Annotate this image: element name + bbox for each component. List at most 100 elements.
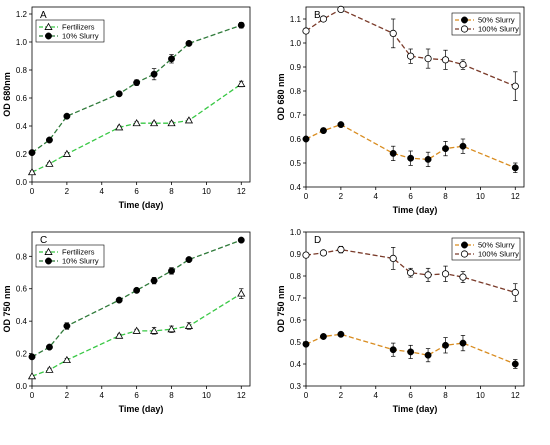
- data-point: [62, 149, 71, 157]
- data-point: [319, 249, 328, 257]
- data-point: [302, 340, 310, 348]
- x-tick-label: 4: [374, 192, 379, 201]
- x-tick-label: 6: [134, 391, 139, 400]
- plot-frame: [31, 6, 251, 183]
- x-axis-title: Time (day): [393, 404, 438, 414]
- x-tick-label: 10: [476, 192, 485, 201]
- data-point: [441, 270, 450, 278]
- data-point: [62, 355, 71, 364]
- y-tick-label: 0.6: [290, 316, 302, 325]
- legend-label: 10% Slurry: [62, 257, 99, 266]
- legend-swatch-marker: [461, 16, 468, 24]
- data-point: [63, 322, 71, 330]
- series-1: [302, 5, 519, 101]
- series-0: [302, 330, 519, 369]
- data-point: [459, 339, 467, 347]
- x-tick-label: 0: [304, 391, 309, 400]
- data-point: [459, 273, 467, 281]
- legend-swatch-marker: [44, 247, 53, 255]
- data-point: [407, 348, 415, 356]
- series-0: [302, 121, 519, 173]
- data-point: [424, 54, 432, 63]
- y-axis-title: OD 680 nm: [276, 73, 286, 120]
- x-tick-label: 12: [511, 192, 520, 201]
- panel-letter: B: [314, 10, 321, 21]
- data-point: [337, 121, 345, 129]
- y-axis-title: OD 680nm: [2, 72, 12, 117]
- y-tick-label: 0.4: [290, 183, 302, 192]
- series-line: [305, 248, 516, 294]
- data-point: [115, 296, 123, 304]
- data-point: [424, 155, 432, 163]
- data-point: [28, 149, 36, 157]
- data-point: [27, 167, 37, 176]
- x-tick-label: 12: [511, 391, 520, 400]
- data-point: [237, 79, 246, 87]
- data-point: [319, 15, 328, 23]
- y-tick-label: 0.5: [290, 338, 302, 347]
- data-point: [389, 254, 397, 262]
- legend-swatch-marker: [461, 241, 468, 249]
- data-point: [511, 288, 519, 297]
- data-point: [115, 90, 123, 98]
- data-point: [389, 29, 397, 38]
- data-point: [389, 346, 397, 354]
- y-tick-label: 0.8: [290, 272, 302, 281]
- panel-letter: D: [314, 235, 321, 246]
- y-tick-label: 0.9: [290, 63, 302, 72]
- x-axis-title: Time (day): [119, 200, 164, 210]
- data-point: [132, 326, 141, 334]
- x-tick-label: 8: [443, 192, 448, 201]
- data-point: [45, 343, 53, 351]
- x-tick-label: 4: [100, 187, 105, 196]
- y-tick-label: 0.4: [16, 317, 28, 326]
- y-axis-title: OD 750 nm: [2, 285, 12, 332]
- data-point: [389, 149, 397, 157]
- legend-label: 100% Slurry: [478, 250, 519, 259]
- y-tick-label: 1.0: [290, 228, 302, 237]
- data-point: [168, 55, 175, 63]
- legend-label: Fertilizers: [62, 23, 95, 32]
- y-tick-label: 1.2: [16, 10, 28, 19]
- data-point: [185, 39, 193, 47]
- data-point: [167, 325, 176, 333]
- x-tick-label: 2: [339, 192, 344, 201]
- y-tick-label: 0.6: [16, 94, 28, 103]
- data-point: [442, 341, 449, 349]
- x-tick-label: 8: [169, 187, 174, 196]
- x-tick-label: 10: [202, 391, 211, 400]
- data-point: [168, 267, 175, 275]
- series-1: [28, 236, 245, 361]
- data-point: [149, 326, 159, 334]
- x-tick-label: 6: [408, 391, 413, 400]
- data-point: [337, 246, 345, 254]
- data-point: [237, 21, 245, 29]
- x-tick-label: 8: [169, 391, 174, 400]
- y-tick-label: 0.4: [16, 122, 28, 131]
- series-line: [31, 293, 242, 377]
- y-axis-title: OD 750 nm: [276, 285, 286, 332]
- data-point: [302, 251, 310, 259]
- data-point: [459, 142, 467, 150]
- x-axis-title: Time (day): [119, 404, 164, 414]
- data-point: [302, 27, 310, 35]
- legend-swatch-marker: [460, 250, 469, 258]
- data-point: [511, 164, 519, 172]
- chart-panel-b: B 0 2 4 6 8 10 12 0.4 0.5 0.6 0.7 0.8 0.9 1.0 1.1 Time (…: [276, 5, 525, 215]
- series-1: [28, 21, 245, 157]
- legend-label: 50% Slurry: [478, 16, 515, 25]
- chart-panel-c: C 0 2 4 6 8 10 12 0.0 0.2 0.4 0.6 0.8 Time (day) OD 75…: [2, 231, 251, 414]
- data-point: [45, 365, 54, 373]
- y-tick-label: 0.8: [290, 87, 302, 96]
- y-tick-label: 0.6: [16, 285, 28, 294]
- legend-label: 10% Slurry: [62, 32, 99, 41]
- y-tick-label: 0.7: [290, 294, 302, 303]
- y-tick-label: 0.6: [290, 135, 302, 144]
- legend-swatch-marker: [45, 257, 52, 265]
- series-1: [302, 245, 519, 302]
- data-point: [167, 118, 176, 127]
